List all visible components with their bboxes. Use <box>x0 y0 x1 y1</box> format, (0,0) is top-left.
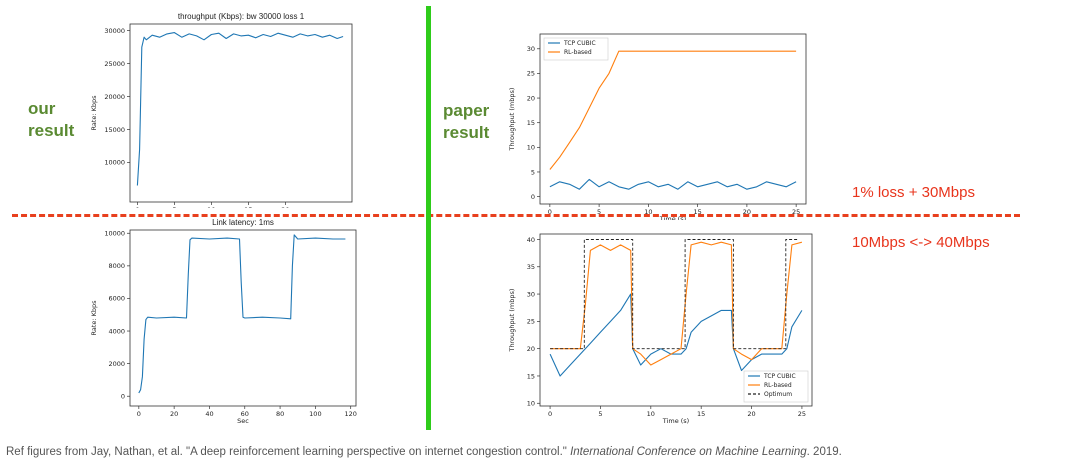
legend-label: TCP CUBIC <box>563 40 596 47</box>
y-tick-label: 10000 <box>104 230 125 238</box>
plot-frame <box>539 33 807 205</box>
x-tick-label: 5 <box>597 208 601 216</box>
y-tick-label: 15000 <box>104 126 125 134</box>
x-tick-label: 10 <box>207 206 215 208</box>
paper-result-line-2: result <box>443 123 490 142</box>
chart-our-throughput: throughput (Kbps): bw 30000 loss 1 10000 1… <box>86 8 358 208</box>
x-tick-label: 0 <box>135 206 139 208</box>
plot-frame <box>129 229 357 407</box>
x-tick-label: 60 <box>241 410 249 418</box>
caption-text: Ref figures from Jay, Nathan, et al. "A … <box>6 446 571 458</box>
x-tick-label: 40 <box>205 410 213 418</box>
y-axis-label: Rate: Kbps <box>90 300 98 336</box>
series-line-0 <box>138 234 346 394</box>
chart-title: Link latency: 1ms <box>212 218 274 227</box>
y-tick-label: 20000 <box>104 93 125 101</box>
x-tick-label: 20 <box>747 410 755 418</box>
our-result-line-2: result <box>28 121 75 140</box>
y-axis-label: Throughput (mbps) <box>508 289 516 353</box>
y-axis-label: Rate: Kbps <box>90 95 98 131</box>
x-tick-label: 10 <box>647 410 655 418</box>
chart-svg: 0 5 10 15 20 25 30 0 5 10 15 20 25 Throughput (mbps) T… <box>508 33 807 220</box>
x-tick-label: 0 <box>548 208 552 216</box>
x-tick-label: 0 <box>137 410 141 418</box>
y-tick-label: 30000 <box>104 27 125 35</box>
vertical-green-divider <box>426 6 431 430</box>
x-axis-label: Time (s) <box>662 417 689 424</box>
x-tick-label: 80 <box>276 410 284 418</box>
y-tick-label: 4000 <box>108 327 125 335</box>
caption-venue: International Conference on Machine Lear… <box>570 446 807 458</box>
our-result-label: our result <box>28 98 74 142</box>
chart-svg: throughput (Kbps): bw 30000 loss 1 10000 1… <box>90 12 353 208</box>
legend-label: RL-based <box>764 382 792 389</box>
plot-frame <box>129 23 353 203</box>
x-tick-label: 20 <box>170 410 178 418</box>
x-tick-label: 5 <box>598 410 602 418</box>
y-tick-label: 30 <box>527 290 535 298</box>
plot-frame <box>539 233 813 407</box>
series-line-rl-based <box>550 241 803 366</box>
y-tick-label: 6000 <box>108 295 125 303</box>
x-tick-label: 0 <box>548 410 552 418</box>
series-line-0 <box>136 32 344 186</box>
y-axis-label: Throughput (mbps) <box>508 88 516 152</box>
y-tick-label: 10 <box>527 144 535 152</box>
chart-paper-loss: 0 5 10 15 20 25 30 0 5 10 15 20 25 Throughput (mbps) T… <box>506 28 812 220</box>
paper-result-label: paper result <box>443 100 489 144</box>
x-tick-label: 5 <box>172 206 176 208</box>
chart-paper-switch: 10 15 20 25 30 35 40 0 5 10 15 20 25 Throughput (mbps… <box>506 228 818 424</box>
y-tick-label: 0 <box>121 393 125 401</box>
y-tick-label: 25 <box>527 70 535 78</box>
series-line-tcp-cubic <box>549 178 797 190</box>
y-tick-label: 35 <box>527 263 535 271</box>
x-tick-label: 20 <box>743 208 751 216</box>
legend-label: TCP CUBIC <box>763 373 796 380</box>
y-tick-label: 40 <box>527 236 535 244</box>
x-tick-label: 15 <box>693 208 701 216</box>
chart-our-latency: Link latency: 1ms 0 2000 4000 6000 8000 10000 0… <box>86 216 362 428</box>
x-tick-label: 25 <box>792 208 800 216</box>
y-tick-label: 15 <box>527 372 535 380</box>
loss-note: 1% loss + 30Mbps <box>852 184 975 201</box>
legend-label: Optimum <box>764 391 792 398</box>
x-tick-label: 100 <box>309 410 321 418</box>
series-line-tcp-cubic <box>549 293 803 377</box>
y-tick-label: 25000 <box>104 60 125 68</box>
x-tick-label: 10 <box>644 208 652 216</box>
paper-result-line-1: paper <box>443 101 490 120</box>
chart-svg: 10 15 20 25 30 35 40 0 5 10 15 20 25 Throughput (mbps… <box>508 233 813 424</box>
y-tick-label: 30 <box>527 45 535 53</box>
our-result-line-1: our <box>28 99 56 118</box>
x-tick-label: 15 <box>244 206 252 208</box>
chart-title: throughput (Kbps): bw 30000 loss 1 <box>178 12 305 21</box>
caption-year: . 2019. <box>806 446 842 458</box>
switch-note: 10Mbps <-> 40Mbps <box>852 234 990 251</box>
x-tick-label: 15 <box>697 410 705 418</box>
y-tick-label: 10000 <box>104 159 125 167</box>
y-tick-label: 20 <box>527 94 535 102</box>
y-tick-label: 10 <box>527 400 535 408</box>
horizontal-dashed-divider <box>12 214 1020 217</box>
x-axis-label: Time (s) <box>659 215 686 220</box>
y-tick-label: 25 <box>527 318 535 326</box>
x-tick-label: 25 <box>798 410 806 418</box>
y-tick-label: 20 <box>527 345 535 353</box>
x-tick-label: 20 <box>281 206 289 208</box>
series-line-rl-based <box>549 50 797 170</box>
y-tick-label: 0 <box>531 193 535 201</box>
legend-label: RL-based <box>564 49 592 56</box>
reference-caption: Ref figures from Jay, Nathan, et al. "A … <box>6 446 842 458</box>
y-tick-label: 5 <box>531 168 535 176</box>
chart-svg: Link latency: 1ms 0 2000 4000 6000 8000 10000 0… <box>90 218 357 425</box>
y-tick-label: 8000 <box>108 262 125 270</box>
x-axis-label: Sec <box>237 417 249 425</box>
series-line-optimum <box>550 239 798 350</box>
y-tick-label: 15 <box>527 119 535 127</box>
y-tick-label: 2000 <box>108 360 125 368</box>
x-tick-label: 120 <box>344 410 356 418</box>
